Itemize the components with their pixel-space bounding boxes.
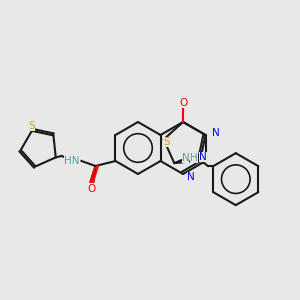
Text: HN: HN	[64, 156, 80, 166]
Text: N: N	[187, 172, 195, 182]
Text: O: O	[179, 98, 187, 108]
Text: N: N	[212, 128, 219, 138]
Text: N: N	[182, 153, 189, 163]
Text: N: N	[199, 152, 207, 162]
Text: H: H	[190, 153, 198, 163]
Text: S: S	[28, 121, 35, 131]
Text: O: O	[87, 184, 96, 194]
Text: S: S	[164, 137, 170, 147]
